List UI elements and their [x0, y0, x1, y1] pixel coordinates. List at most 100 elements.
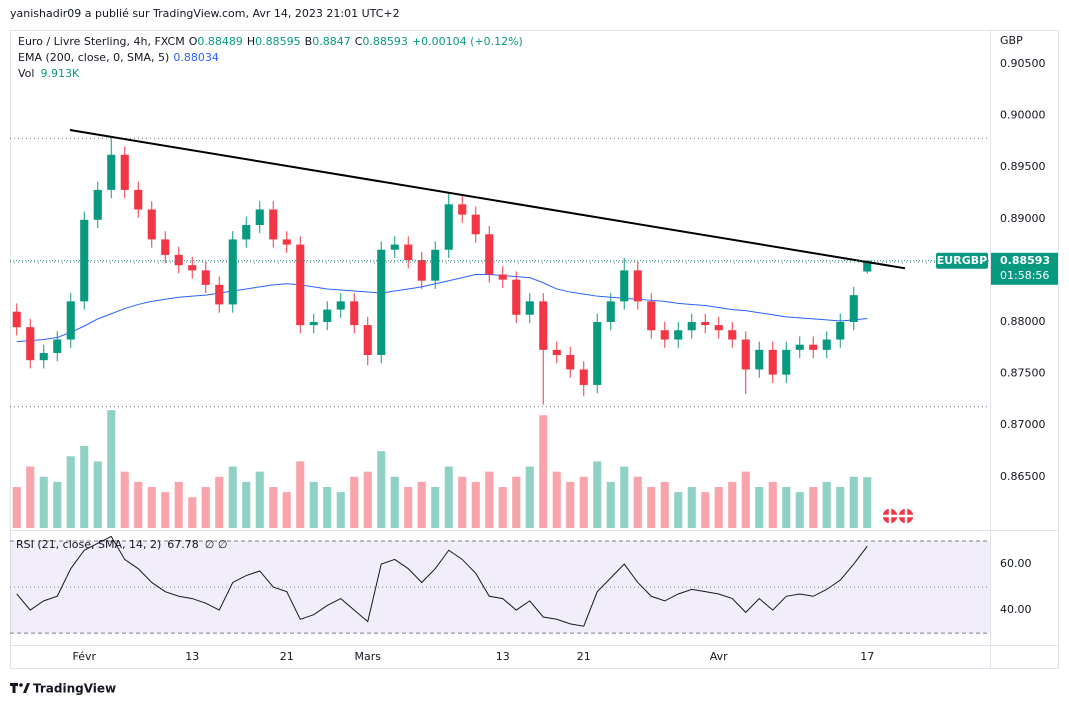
byline: yanishadir09 a publié sur TradingView.co…: [10, 7, 400, 20]
x-tick-label: Avr: [710, 650, 728, 663]
volume-bar: [120, 471, 129, 528]
candle-body: [390, 244, 399, 250]
trendline: [69, 129, 906, 270]
legend-change: +0.00104 (+0.12%): [412, 35, 523, 48]
volume-bar: [525, 466, 534, 528]
currency-label: GBP: [1000, 34, 1023, 47]
candle-body: [323, 309, 332, 322]
volume-bar: [53, 481, 62, 528]
volume-bar: [660, 481, 669, 528]
candle-body: [768, 349, 777, 375]
candle-body: [66, 301, 75, 340]
candle-body: [863, 260, 872, 272]
volume-bar: [350, 476, 359, 528]
price-badge: [991, 252, 1058, 285]
chart-frame: [10, 30, 1059, 669]
symbol-badge: [936, 252, 988, 269]
volume-bar: [579, 476, 588, 528]
candle-body: [350, 301, 359, 326]
candle-body: [633, 270, 642, 302]
candle-body: [417, 260, 426, 281]
candle-body: [444, 204, 453, 250]
candle-body: [201, 270, 210, 285]
y-tick-label: 0.89500: [1000, 160, 1046, 173]
vol-value: 9.913K: [40, 67, 79, 80]
volume-bar: [309, 481, 318, 528]
volume-bar: [228, 466, 237, 528]
candle-body: [404, 244, 413, 261]
volume-bar: [795, 492, 804, 528]
volume-bar: [593, 461, 602, 528]
candle-body: [606, 301, 615, 322]
volume-bar: [539, 415, 548, 528]
volume-bar: [431, 487, 440, 528]
candle-body: [80, 219, 89, 302]
volume-bar: [498, 487, 507, 528]
candle-body: [309, 321, 318, 326]
candle-body: [53, 339, 62, 353]
candle-body: [782, 349, 791, 375]
volume-bar: [512, 476, 521, 528]
candle-body: [593, 321, 602, 385]
candle-body: [552, 349, 561, 356]
x-tick-label: 21: [280, 650, 294, 663]
candle-body: [215, 284, 224, 305]
candle-body: [674, 330, 683, 340]
candle-body: [647, 301, 656, 331]
legend-value: 0.88595: [255, 35, 301, 48]
vol-label: Vol: [18, 67, 34, 80]
volume-bar: [107, 410, 116, 528]
volume-bar: [134, 481, 143, 528]
candle-body: [458, 204, 467, 215]
legend-value: 0.88489: [197, 35, 243, 48]
volume-bar: [255, 471, 264, 528]
legend-letter: H: [247, 35, 255, 48]
candle-body: [822, 339, 831, 350]
candle-body: [120, 154, 129, 190]
rsi-tick-label: 40.00: [1000, 603, 1032, 616]
volume-bar: [633, 476, 642, 528]
candle-body: [795, 344, 804, 350]
y-tick-label: 0.88000: [1000, 315, 1046, 328]
volume-bar: [674, 492, 683, 528]
rsi-band: [10, 541, 990, 634]
volume-bar: [80, 446, 89, 528]
volume-bar: [377, 451, 386, 528]
candle-body: [728, 330, 737, 340]
candle-body: [566, 355, 575, 370]
x-tick-label: 13: [496, 650, 510, 663]
volume-bar: [741, 471, 750, 528]
candle-body: [147, 209, 156, 240]
volume-bar: [728, 481, 737, 528]
x-tick-label: 21: [577, 650, 591, 663]
volume-bar: [66, 456, 75, 528]
candle-body: [687, 321, 696, 331]
volume-bar: [458, 476, 467, 528]
ema-value: 0.88034: [173, 51, 219, 64]
volume-bar: [26, 466, 35, 528]
volume-bar: [687, 487, 696, 528]
volume-bar: [363, 471, 372, 528]
candle-body: [93, 189, 102, 220]
candle-body: [188, 265, 197, 271]
volume-bar: [417, 481, 426, 528]
volume-bar: [201, 487, 210, 528]
volume-bar: [161, 492, 170, 528]
volume-bar: [188, 497, 197, 528]
volume-bar: [552, 471, 561, 528]
volume-bar: [215, 476, 224, 528]
x-tick-label: 17: [860, 650, 874, 663]
rsi-extra: ∅ ∅: [205, 538, 228, 551]
candle-body: [485, 234, 494, 275]
flag-icons: [881, 507, 915, 525]
volume-bar: [282, 492, 291, 528]
volume-bar: [863, 477, 872, 528]
x-tick-label: Févr: [72, 650, 96, 663]
candle-body: [620, 270, 629, 302]
rsi-line: [16, 535, 868, 627]
candle-body: [836, 321, 845, 340]
candle-body: [296, 244, 305, 326]
x-tick-label: Mars: [355, 650, 382, 663]
